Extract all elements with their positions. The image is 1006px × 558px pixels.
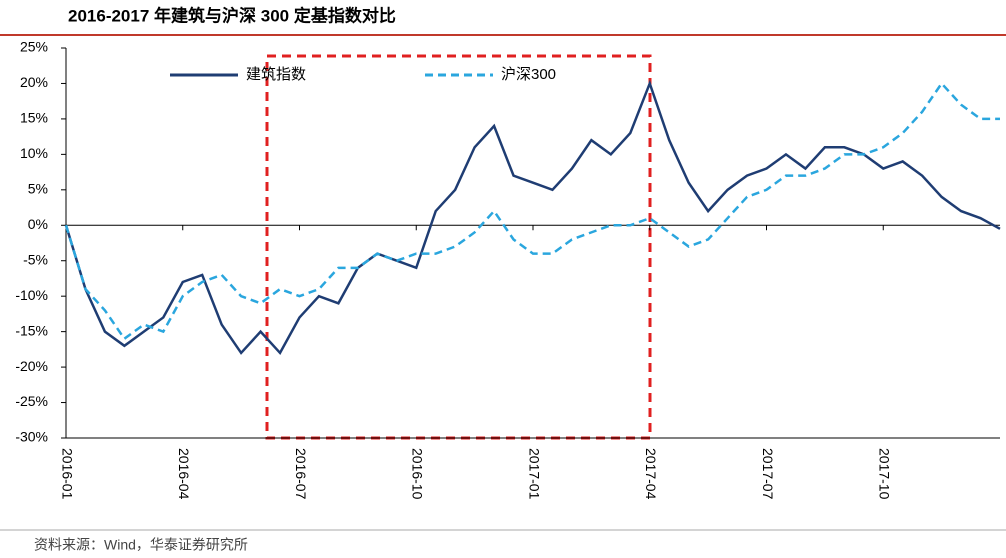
- chart-title: 2016-2017 年建筑与沪深 300 定基指数对比: [68, 5, 396, 25]
- y-tick-label: -10%: [15, 287, 48, 303]
- y-tick-label: -15%: [15, 322, 48, 338]
- y-tick-label: -20%: [15, 358, 48, 374]
- series-line: [64, 79, 1001, 356]
- x-tick-label: 2016-07: [293, 448, 309, 500]
- series-line: [64, 81, 1000, 341]
- legend-label: 沪深300: [501, 66, 556, 83]
- y-tick-label: 20%: [20, 74, 48, 90]
- y-tick-label: 5%: [28, 181, 48, 197]
- y-tick-label: 15%: [20, 110, 48, 126]
- x-tick-label: 2017-07: [760, 448, 776, 500]
- x-tick-label: 2017-04: [643, 448, 659, 500]
- y-tick-label: -30%: [15, 429, 48, 445]
- x-tick-label: 2016-10: [410, 448, 426, 500]
- highlight-box: [265, 54, 652, 440]
- y-tick-label: -25%: [15, 393, 48, 409]
- source-note: 资料来源：Wind，华泰证券研究所: [34, 537, 248, 553]
- x-tick-label: 2017-10: [877, 448, 893, 500]
- y-tick-label: 10%: [20, 145, 48, 161]
- x-tick-label: 2017-01: [526, 448, 542, 500]
- x-tick-label: 2016-01: [59, 448, 75, 500]
- y-tick-label: -5%: [23, 251, 48, 267]
- x-tick-label: 2016-04: [176, 448, 192, 500]
- y-tick-label: 25%: [20, 39, 48, 55]
- y-tick-label: 0%: [28, 216, 48, 232]
- legend-label: 建筑指数: [246, 66, 306, 83]
